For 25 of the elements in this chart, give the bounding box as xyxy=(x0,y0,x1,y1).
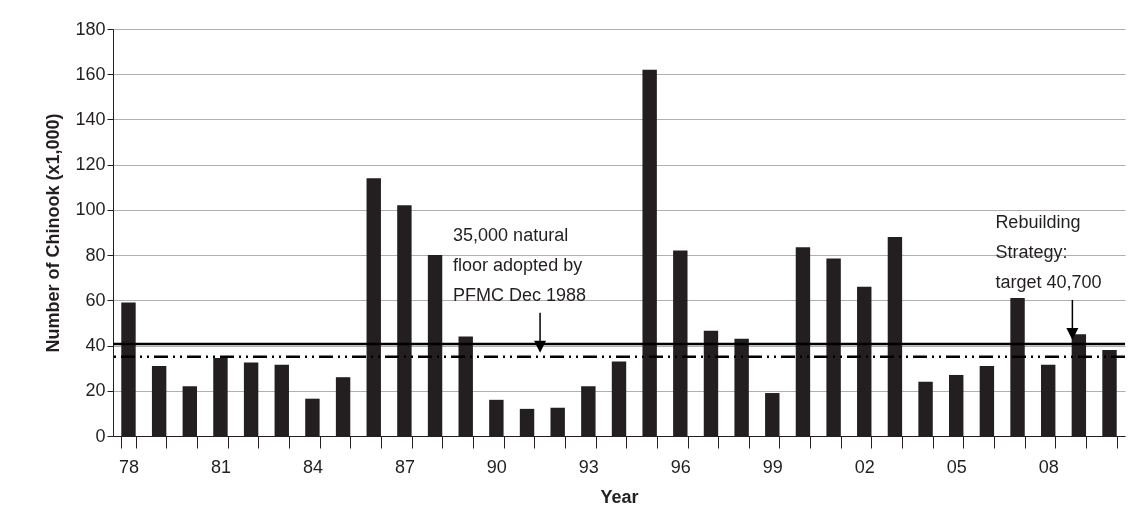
y-tick-label: 80 xyxy=(85,244,106,265)
x-tick-label: 99 xyxy=(762,456,783,477)
y-tick-label: 0 xyxy=(95,425,106,446)
y-tick-label: 20 xyxy=(85,380,106,401)
x-tick-label: 87 xyxy=(394,456,415,477)
x-tick-label: 84 xyxy=(302,456,323,477)
x-tick-label: 96 xyxy=(670,456,691,477)
x-tick-label: 81 xyxy=(210,456,231,477)
y-tick-label: 160 xyxy=(75,63,106,84)
x-tick-label: 78 xyxy=(118,456,139,477)
ref-line-label: Rebuilding Strategy: target 40,700 xyxy=(995,211,1102,292)
y-tick-label: 40 xyxy=(85,335,106,356)
y-tick-label: 120 xyxy=(75,154,106,175)
x-tick-label: 05 xyxy=(946,456,967,477)
y-axis-title: Number of Chinook (x1,000) xyxy=(43,113,64,353)
x-tick-label: 08 xyxy=(1038,456,1059,477)
y-tick-label: 180 xyxy=(75,18,106,39)
x-axis-title: Year xyxy=(600,486,639,507)
y-tick-label: 100 xyxy=(75,199,106,220)
y-tick-label: 140 xyxy=(75,108,106,129)
y-tick-label: 60 xyxy=(85,289,106,310)
x-tick-label: 90 xyxy=(486,456,507,477)
ref-line-label: 35,000 natural floor adopted by PFMC Dec 1988 xyxy=(453,224,587,305)
x-tick-label: 93 xyxy=(578,456,599,477)
x-tick-label: 02 xyxy=(854,456,875,477)
